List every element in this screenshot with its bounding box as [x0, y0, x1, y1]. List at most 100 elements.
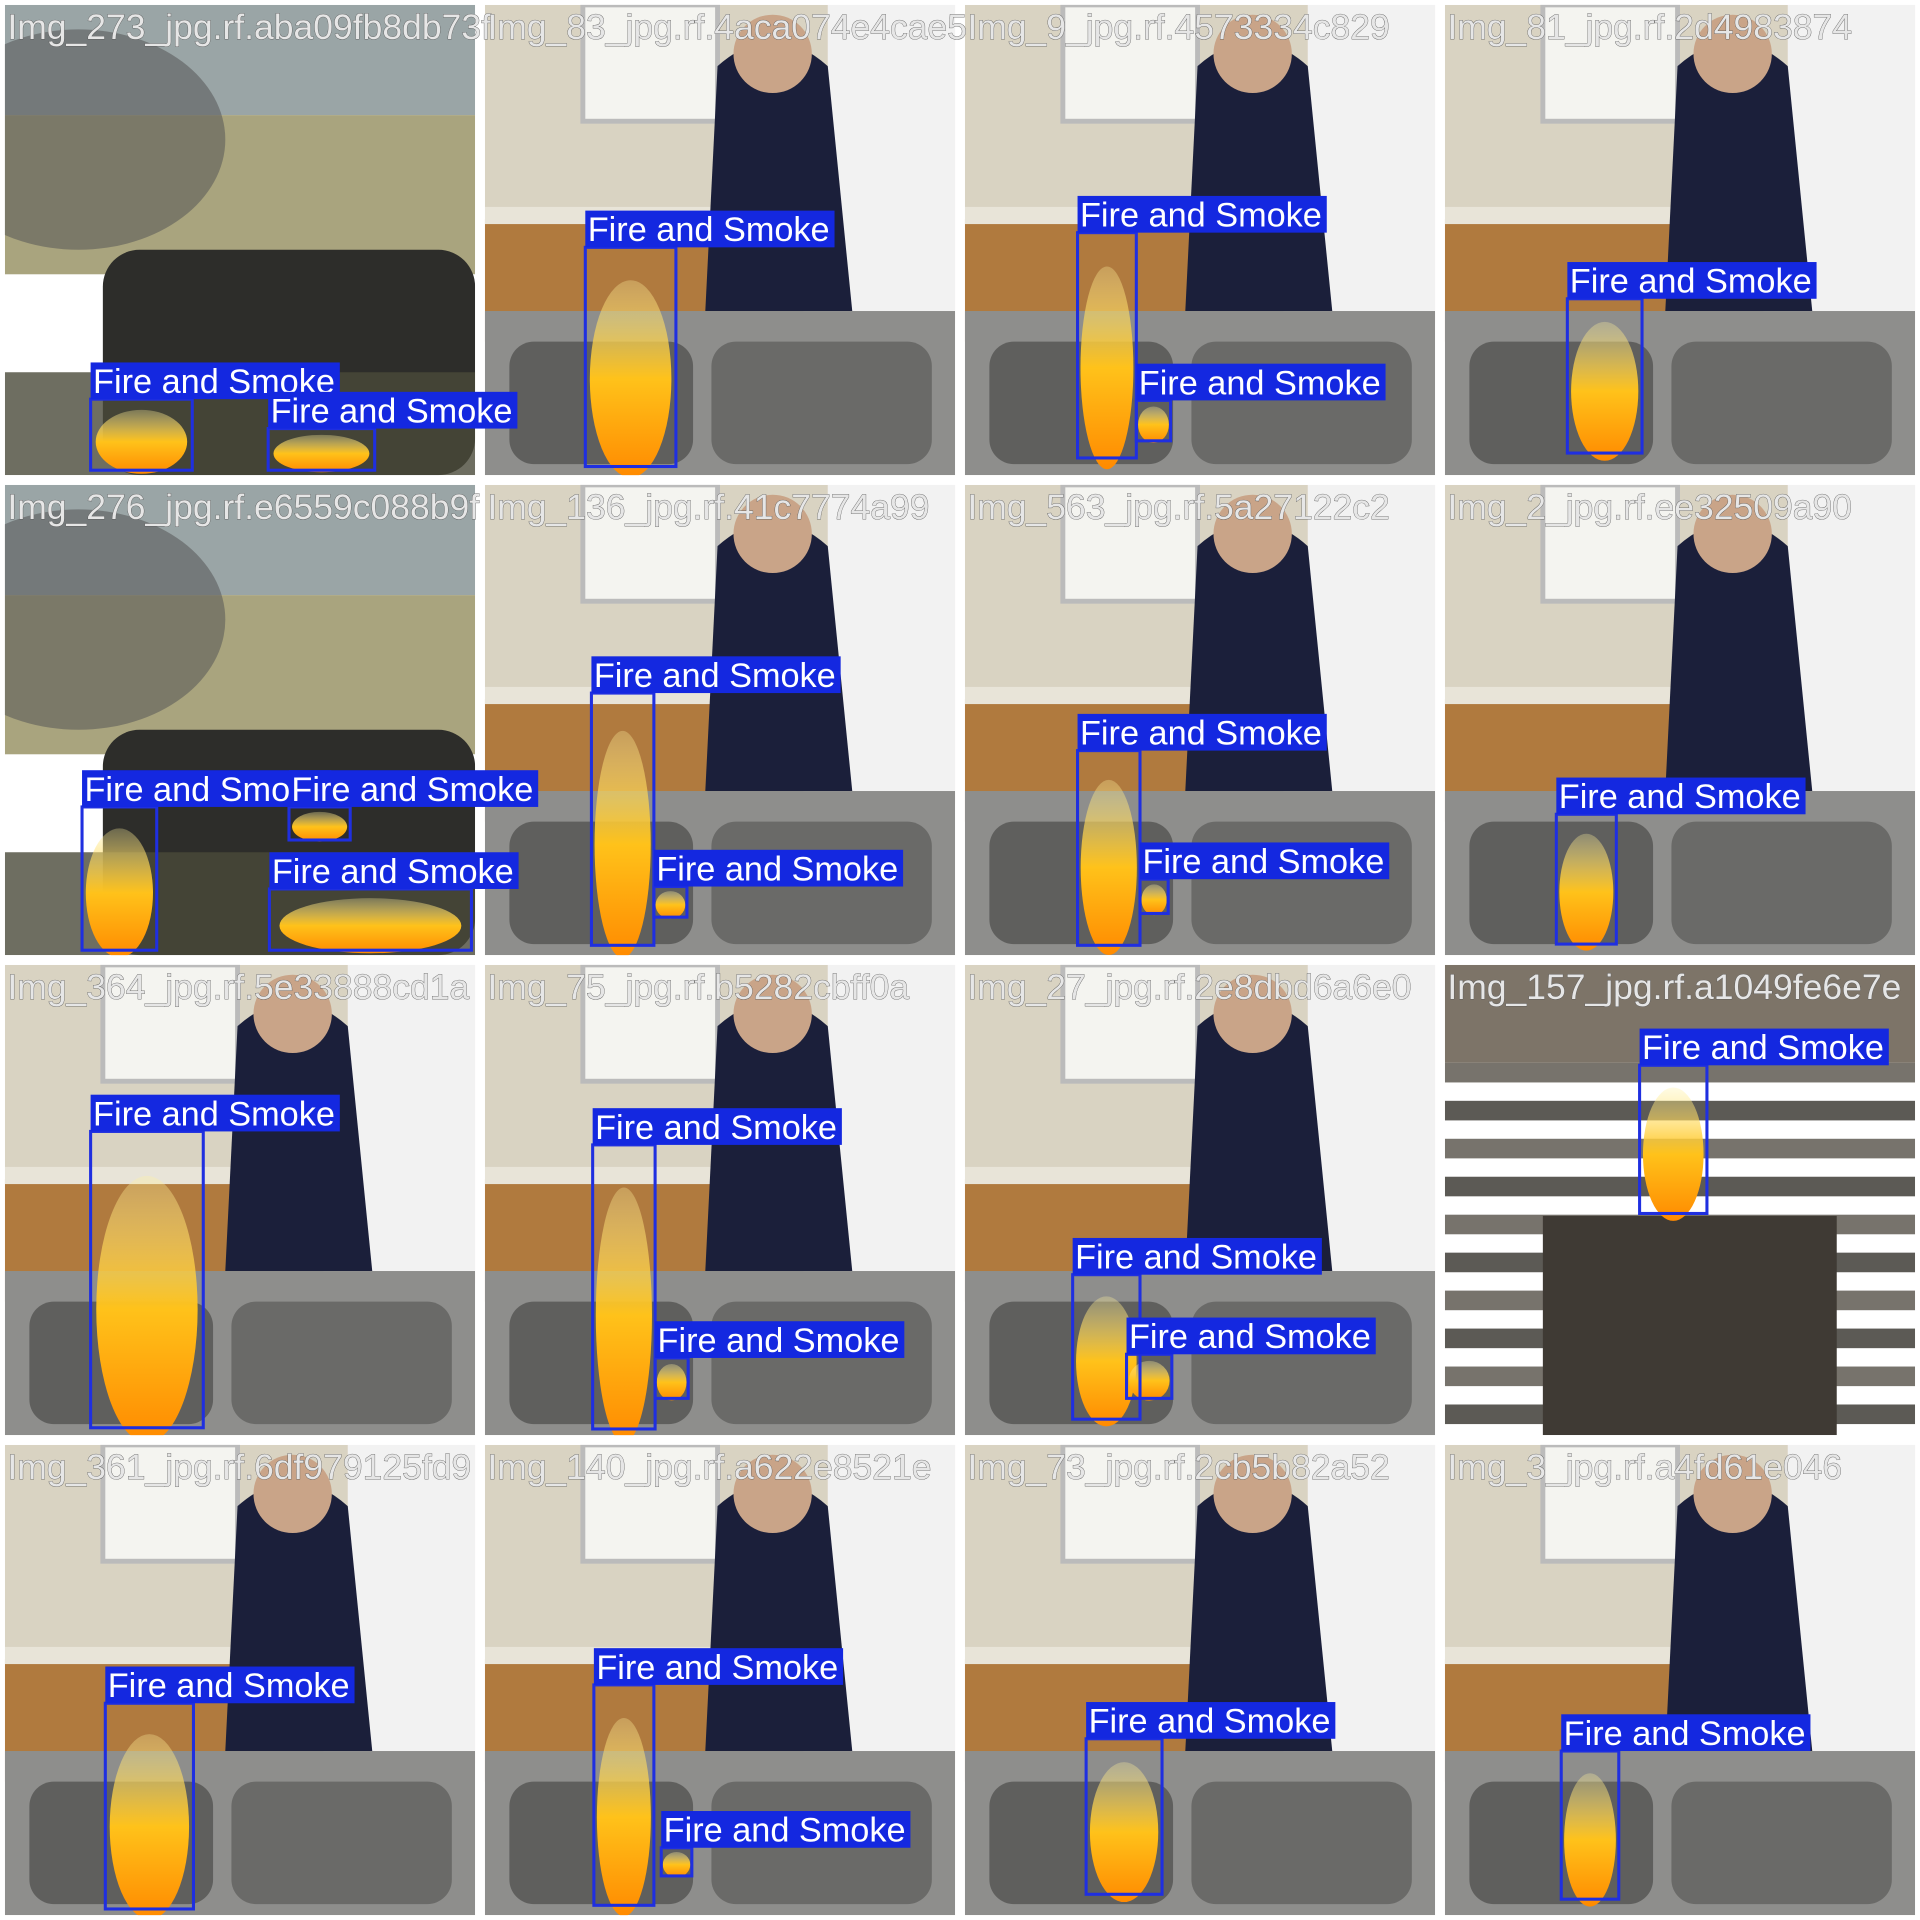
flame [1138, 406, 1169, 443]
label-background [591, 656, 841, 694]
label-text: Fire and Smoke [588, 211, 830, 249]
fridge [347, 964, 476, 1284]
fridge [1787, 484, 1916, 804]
window [1060, 964, 1200, 1084]
person [1665, 1481, 1813, 1752]
label-background [1077, 713, 1327, 751]
label-text: Fire and Smoke [1570, 263, 1812, 301]
head [1693, 1454, 1772, 1534]
person [1665, 521, 1813, 792]
detection-label: Fire and Smoke [1567, 262, 1817, 301]
flame [594, 730, 651, 956]
flame [273, 434, 370, 473]
head [1213, 14, 1292, 94]
image-filename: Img_136_jpg.rf.41c7774a99 [487, 487, 929, 527]
window [580, 1444, 720, 1564]
label-text: Fire and Smoke [1080, 714, 1322, 752]
label-background [1136, 363, 1386, 401]
flame [656, 1364, 687, 1401]
label-text: Fire and Smoke [595, 1109, 837, 1147]
head [1213, 1454, 1292, 1534]
scene [1444, 4, 1916, 476]
label-text: Fire and Smoke [108, 1667, 350, 1705]
label-background [585, 210, 835, 248]
image-filename: Img_2_jpg.rf.ee32509a90 [1447, 487, 1852, 527]
scene [484, 964, 956, 1436]
window [1540, 1444, 1680, 1564]
label-text: Fire and Smoke [1642, 1029, 1884, 1067]
label-background [1639, 1028, 1889, 1066]
label-text: Fire and Smoke [271, 392, 513, 430]
fridge [1307, 4, 1436, 324]
image-filename: Img_75_jpg.rf.b5282cbff0a [487, 967, 909, 1007]
scene [4, 964, 476, 1436]
label-background [593, 1648, 844, 1685]
image-filename: Img_140_jpg.rf.a622e8521e [487, 1447, 931, 1487]
label-text: Fire and Smoke [1129, 1318, 1371, 1356]
detection-label: Fire and Smoke [593, 1648, 844, 1687]
image-filename: Img_276_jpg.rf.e6559c088b9f [7, 487, 479, 527]
detection-label: Fire and Smoke [585, 210, 835, 249]
flame [85, 828, 153, 956]
image-filename: Img_361_jpg.rf.6df979125fd9 [7, 1447, 471, 1487]
head [1693, 494, 1772, 574]
image-filename: Img_27_jpg.rf.2e8dbd6a6e0 [967, 967, 1411, 1007]
scene [484, 1444, 956, 1916]
person [1665, 41, 1813, 312]
sink-basin [1191, 1781, 1412, 1905]
detection-label: Fire and Smoke [655, 1321, 905, 1360]
image-filename: Img_157_jpg.rf.a1049fe6e7e [1447, 967, 1901, 1007]
image-filename: Img_9_jpg.rf.4573334c829 [967, 7, 1389, 47]
window [1060, 4, 1200, 124]
label-text: Fire and Smoke [291, 771, 533, 809]
scene [1444, 964, 1916, 1436]
label-text: Fire and Smoke [1559, 778, 1801, 816]
image-filename: Img_81_jpg.rf.2d4983874 [1447, 7, 1852, 47]
label-background [1072, 1237, 1322, 1275]
window [1540, 4, 1680, 124]
detection-label: Fire and Smoke [269, 852, 519, 891]
flame [1128, 1360, 1170, 1401]
flame [595, 1187, 652, 1436]
image-tile [1444, 1444, 1916, 1916]
detection-label: Fire and Smoke [661, 1811, 911, 1850]
label-background [1086, 1702, 1336, 1739]
flame [655, 891, 686, 919]
scene [964, 1444, 1436, 1916]
label-text: Fire and Smoke [272, 853, 514, 891]
label-text: Fire and Smoke [1139, 364, 1381, 402]
scene [1444, 484, 1916, 956]
label-text: Fire and Smoke [1564, 1715, 1806, 1753]
flame [1080, 779, 1137, 956]
flame [279, 898, 462, 954]
label-background [1567, 262, 1817, 299]
detection-label: Fire and Smoke [1086, 1702, 1336, 1741]
label-background [268, 391, 518, 429]
detection-label: Fire and Smoke [1136, 363, 1386, 402]
fridge [827, 964, 956, 1284]
window [1060, 1444, 1200, 1564]
label-background [1077, 195, 1327, 233]
detection-label: Fire and Smoke [1556, 777, 1806, 816]
image-filename: Img_364_jpg.rf.5e33888cd1a [7, 967, 469, 1007]
detection-label: Fire and Smoke [1126, 1317, 1376, 1356]
label-background [1561, 1714, 1811, 1752]
window [580, 484, 720, 604]
image-tile [1444, 964, 1916, 1436]
flame [95, 409, 188, 474]
detection-label: Fire and Smoke [288, 770, 539, 809]
smoke [4, 509, 226, 730]
flame [1559, 833, 1614, 951]
scene [1444, 1444, 1916, 1916]
image-filename: Img_3_jpg.rf.a4fd61e046 [1447, 1447, 1842, 1487]
window [580, 964, 720, 1084]
fridge [1787, 1444, 1916, 1764]
sink-basin [711, 1301, 932, 1425]
label-background [1140, 842, 1390, 880]
detection-label: Fire and Smoke [1077, 713, 1327, 752]
image-filename: Img_73_jpg.rf.2cb5b82a52 [967, 1447, 1389, 1487]
window [1060, 484, 1200, 604]
detection-label: Fire and Smoke [1077, 195, 1327, 235]
flame [589, 280, 672, 476]
head [733, 1454, 812, 1534]
